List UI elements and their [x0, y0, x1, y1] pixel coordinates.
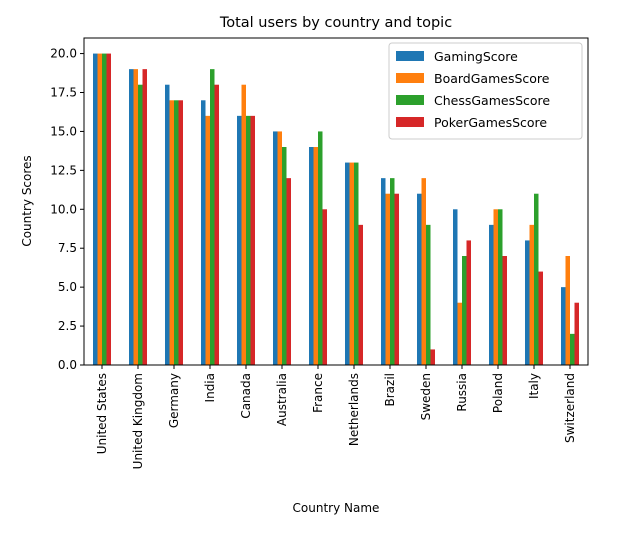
bar-ChessGamesScore-russia: [462, 256, 467, 365]
bar-BoardGamesScore-italy: [529, 224, 534, 365]
bar-GamingScore-australia: [273, 131, 278, 365]
bar-PokerGamesScore-italy: [538, 271, 543, 365]
x-axis: United States United Kingdom Germany India C…: [95, 365, 577, 469]
y-tick-label: 7.5: [58, 241, 77, 255]
bar-ChessGamesScore-netherlands: [354, 162, 359, 365]
y-tick-label: 2.5: [58, 319, 77, 333]
bar-BoardGamesScore-poland: [493, 209, 498, 365]
bar-GamingScore-poland: [489, 224, 494, 365]
x-tick-label: Germany: [167, 373, 181, 428]
bars-group: [93, 53, 579, 366]
bar-GamingScore-germany: [165, 84, 170, 366]
bar-GamingScore-canada: [237, 115, 242, 365]
legend: GamingScore BoardGamesScore ChessGamesScor…: [388, 42, 583, 140]
bar-BoardGamesScore-united-states: [97, 53, 102, 365]
bar-BoardGamesScore-france: [313, 147, 318, 365]
bar-ChessGamesScore-france: [318, 131, 323, 365]
y-tick-label: 20.0: [50, 47, 77, 61]
bar-GamingScore-russia: [453, 209, 458, 365]
bar-BoardGamesScore-russia: [457, 302, 462, 365]
bar-ChessGamesScore-australia: [282, 147, 287, 365]
legend-label: PokerGamesScore: [434, 115, 547, 130]
y-tick-label: 10.0: [50, 202, 77, 216]
x-tick-label: Poland: [491, 373, 505, 413]
y-tick-label: 17.5: [50, 86, 77, 100]
bar-ChessGamesScore-india: [210, 69, 215, 365]
y-tick-label: 0.0: [58, 358, 77, 372]
bar-BoardGamesScore-sweden: [421, 178, 426, 365]
bar-PokerGamesScore-united-states: [106, 53, 111, 365]
bar-PokerGamesScore-united-kingdom: [142, 69, 147, 365]
chart-title: Total users by country and topic: [219, 15, 452, 31]
bar-ChessGamesScore-italy: [534, 193, 539, 365]
x-tick-label: France: [311, 373, 325, 413]
bar-BoardGamesScore-australia: [277, 131, 282, 365]
bar-BoardGamesScore-united-kingdom: [133, 69, 138, 365]
legend-label: ChessGamesScore: [434, 93, 550, 108]
legend-swatch: [396, 117, 424, 127]
bar-PokerGamesScore-poland: [502, 256, 507, 365]
bar-GamingScore-switzerland: [561, 287, 566, 365]
bar-PokerGamesScore-australia: [286, 178, 291, 365]
legend-swatch: [396, 73, 424, 83]
bar-PokerGamesScore-france: [322, 209, 327, 365]
y-axis-label: Country Scores: [20, 155, 34, 246]
bar-GamingScore-netherlands: [345, 162, 350, 365]
bar-PokerGamesScore-germany: [178, 100, 183, 365]
legend-label: BoardGamesScore: [434, 71, 550, 86]
bar-GamingScore-france: [309, 147, 314, 365]
bar-ChessGamesScore-canada: [246, 115, 251, 365]
bar-BoardGamesScore-netherlands: [349, 162, 354, 365]
x-tick-label: Switzerland: [563, 373, 577, 443]
bar-ChessGamesScore-united-kingdom: [138, 84, 143, 366]
x-tick-label: Netherlands: [347, 373, 361, 446]
bar-GamingScore-italy: [525, 240, 530, 365]
x-tick-label: Russia: [455, 373, 469, 412]
bar-GamingScore-sweden: [417, 193, 422, 365]
bar-GamingScore-brazil: [381, 178, 386, 365]
bar-ChessGamesScore-brazil: [390, 178, 395, 365]
y-tick-label: 5.0: [58, 280, 77, 294]
bar-PokerGamesScore-canada: [250, 115, 255, 365]
bar-ChessGamesScore-switzerland: [570, 333, 575, 365]
bar-BoardGamesScore-canada: [241, 84, 246, 366]
bar-ChessGamesScore-germany: [174, 100, 179, 365]
bar-GamingScore-united-kingdom: [129, 69, 134, 365]
bar-BoardGamesScore-india: [205, 115, 210, 365]
x-tick-label: United Kingdom: [131, 373, 145, 469]
legend-label: GamingScore: [434, 49, 518, 64]
x-tick-label: Canada: [239, 373, 253, 419]
y-tick-label: 15.0: [50, 124, 77, 138]
bar-GamingScore-united-states: [93, 53, 98, 365]
x-tick-label: United States: [95, 373, 109, 454]
legend-swatch: [396, 51, 424, 61]
bar-PokerGamesScore-russia: [466, 240, 471, 365]
x-axis-label: Country Name: [293, 501, 380, 515]
y-axis: 0.0 2.5 5.0 7.5 10.0 12.5 15.0 17.5 20.0: [50, 47, 84, 372]
legend-swatch: [396, 95, 424, 105]
x-tick-label: Italy: [527, 373, 541, 399]
bar-BoardGamesScore-switzerland: [565, 256, 570, 365]
x-tick-label: Australia: [275, 373, 289, 426]
x-tick-label: India: [203, 373, 217, 402]
legend-box: [388, 42, 583, 140]
bar-PokerGamesScore-netherlands: [358, 224, 363, 365]
bar-ChessGamesScore-poland: [498, 209, 503, 365]
bar-BoardGamesScore-germany: [169, 100, 174, 365]
x-tick-label: Sweden: [419, 373, 433, 420]
x-tick-label: Brazil: [383, 373, 397, 407]
bar-PokerGamesScore-india: [214, 84, 219, 366]
bar-PokerGamesScore-brazil: [394, 193, 399, 365]
axes-frame: [83, 37, 589, 366]
y-tick-label: 12.5: [50, 163, 77, 177]
bar-PokerGamesScore-switzerland: [574, 302, 579, 365]
bar-ChessGamesScore-sweden: [426, 224, 431, 365]
bar-GamingScore-india: [201, 100, 206, 365]
bar-ChessGamesScore-united-states: [102, 53, 107, 365]
bar-BoardGamesScore-brazil: [385, 193, 390, 365]
bar-PokerGamesScore-sweden: [430, 349, 435, 365]
